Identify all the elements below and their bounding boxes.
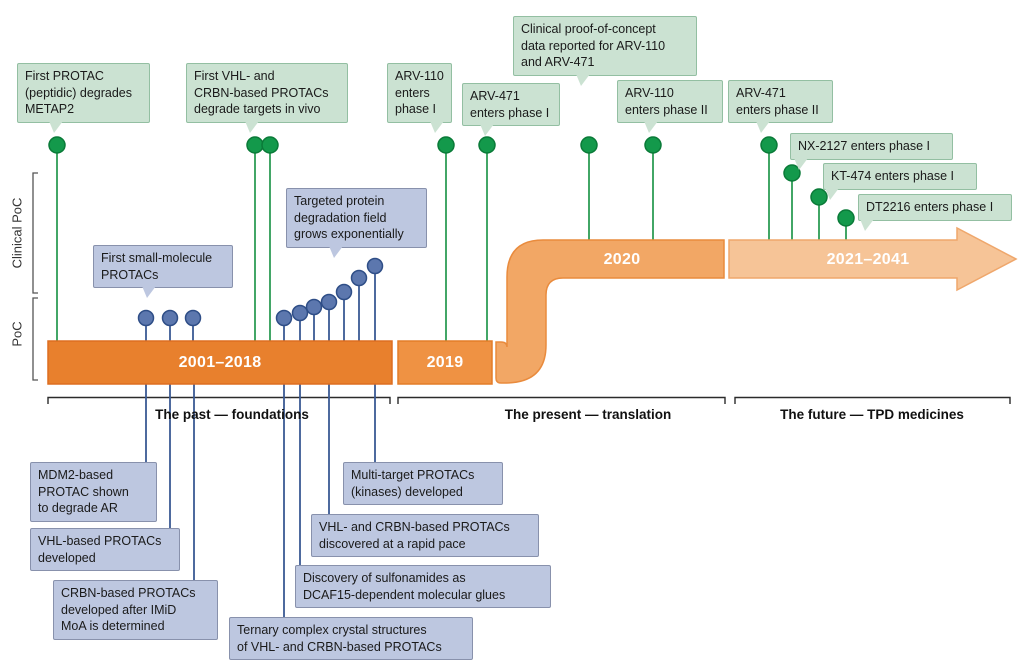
era-label-future: The future — TPD medicines <box>780 407 964 422</box>
research-milestone-callout: Targeted protein degradation field grows… <box>286 188 427 258</box>
clinical-milestone-callout: DT2216 enters phase I <box>858 194 1012 231</box>
callout-tail <box>860 218 874 231</box>
research-note-box: VHL- and CRBN-based PROTACs discovered a… <box>311 514 539 557</box>
research-dot <box>320 293 338 311</box>
callout-tail <box>576 73 590 86</box>
clinical-dot <box>580 136 598 154</box>
clinical-dot <box>644 136 662 154</box>
clinical-milestone-callout: KT-474 enters phase I <box>823 163 977 200</box>
clinical-milestone-callout: NX-2127 enters phase I <box>790 133 953 170</box>
clinical-milestone-callout: ARV-471 enters phase I <box>462 83 560 136</box>
clinical-dot <box>478 136 496 154</box>
clinical-milestone-callout: ARV-471 enters phase II <box>728 80 833 133</box>
clinical-dot <box>437 136 455 154</box>
clinical-dot <box>246 136 264 154</box>
callout-tail <box>644 121 658 133</box>
clinical-dot <box>261 136 279 154</box>
clinical-milestone-callout: ARV-110 enters phase II <box>617 80 723 133</box>
research-milestone-callout: First small-molecule PROTACs <box>93 245 233 298</box>
research-note-box: Multi-target PROTACs (kinases) developed <box>343 462 503 505</box>
research-dot <box>305 298 323 316</box>
research-note-box: CRBN-based PROTACs developed after IMiD … <box>53 580 218 640</box>
axis-label-poc: PoC <box>9 321 25 347</box>
era-label-present: The present — translation <box>504 407 672 422</box>
clinical-milestone-callout: First PROTAC (peptidic) degrades METAP2 <box>17 63 150 133</box>
clinical-dot <box>760 136 778 154</box>
research-dot <box>366 257 384 275</box>
clinical-dot <box>48 136 66 154</box>
era-bracket-0 <box>47 396 391 404</box>
callout-tail <box>329 245 343 258</box>
axis-bracket-poc <box>32 297 38 381</box>
research-dot <box>137 309 155 327</box>
callout-tail <box>480 124 494 136</box>
research-dot <box>275 309 293 327</box>
segment-label-past: 2001–2018 <box>178 354 262 371</box>
timeline-bar-past <box>47 340 393 385</box>
clinical-milestone-callout: ARV-110 enters phase I <box>387 63 452 133</box>
clinical-milestone-callout: Clinical proof-of-concept data reported … <box>513 16 697 86</box>
callout-tail <box>794 157 808 170</box>
callout-tail <box>430 120 444 133</box>
research-dot <box>350 269 368 287</box>
callout-tail <box>756 121 770 133</box>
callout-tail <box>825 187 839 200</box>
clinical-milestone-callout: First VHL- and CRBN-based PROTACs degrad… <box>186 63 348 133</box>
segment-label-2020: 2020 <box>603 251 641 268</box>
callout-tail <box>245 120 259 133</box>
timeline-elbow-2020 <box>495 239 725 384</box>
research-note-box: VHL-based PROTACs developed <box>30 528 180 571</box>
era-bracket-2 <box>734 396 1011 404</box>
axis-label-clinical-poc: Clinical PoC <box>9 197 25 269</box>
research-dot <box>161 309 179 327</box>
era-bracket-1 <box>397 396 726 404</box>
era-label-past: The past — foundations <box>155 407 309 422</box>
research-dot <box>291 304 309 322</box>
callout-tail <box>49 120 63 133</box>
timeline-bar-2019 <box>397 340 493 385</box>
research-dot <box>335 283 353 301</box>
timeline-arrow-future <box>728 226 1018 292</box>
research-note-box: MDM2-based PROTAC shown to degrade AR <box>30 462 157 522</box>
research-note-box: Discovery of sulfonamides as DCAF15-depe… <box>295 565 551 608</box>
research-note-box: Ternary complex crystal structures of VH… <box>229 617 473 660</box>
segment-label-future: 2021–2041 <box>826 251 910 268</box>
clinical-dot <box>837 209 855 227</box>
research-dot <box>184 309 202 327</box>
axis-bracket-clinical <box>32 172 38 294</box>
callout-tail <box>142 286 156 298</box>
segment-label-2019: 2019 <box>426 354 464 371</box>
